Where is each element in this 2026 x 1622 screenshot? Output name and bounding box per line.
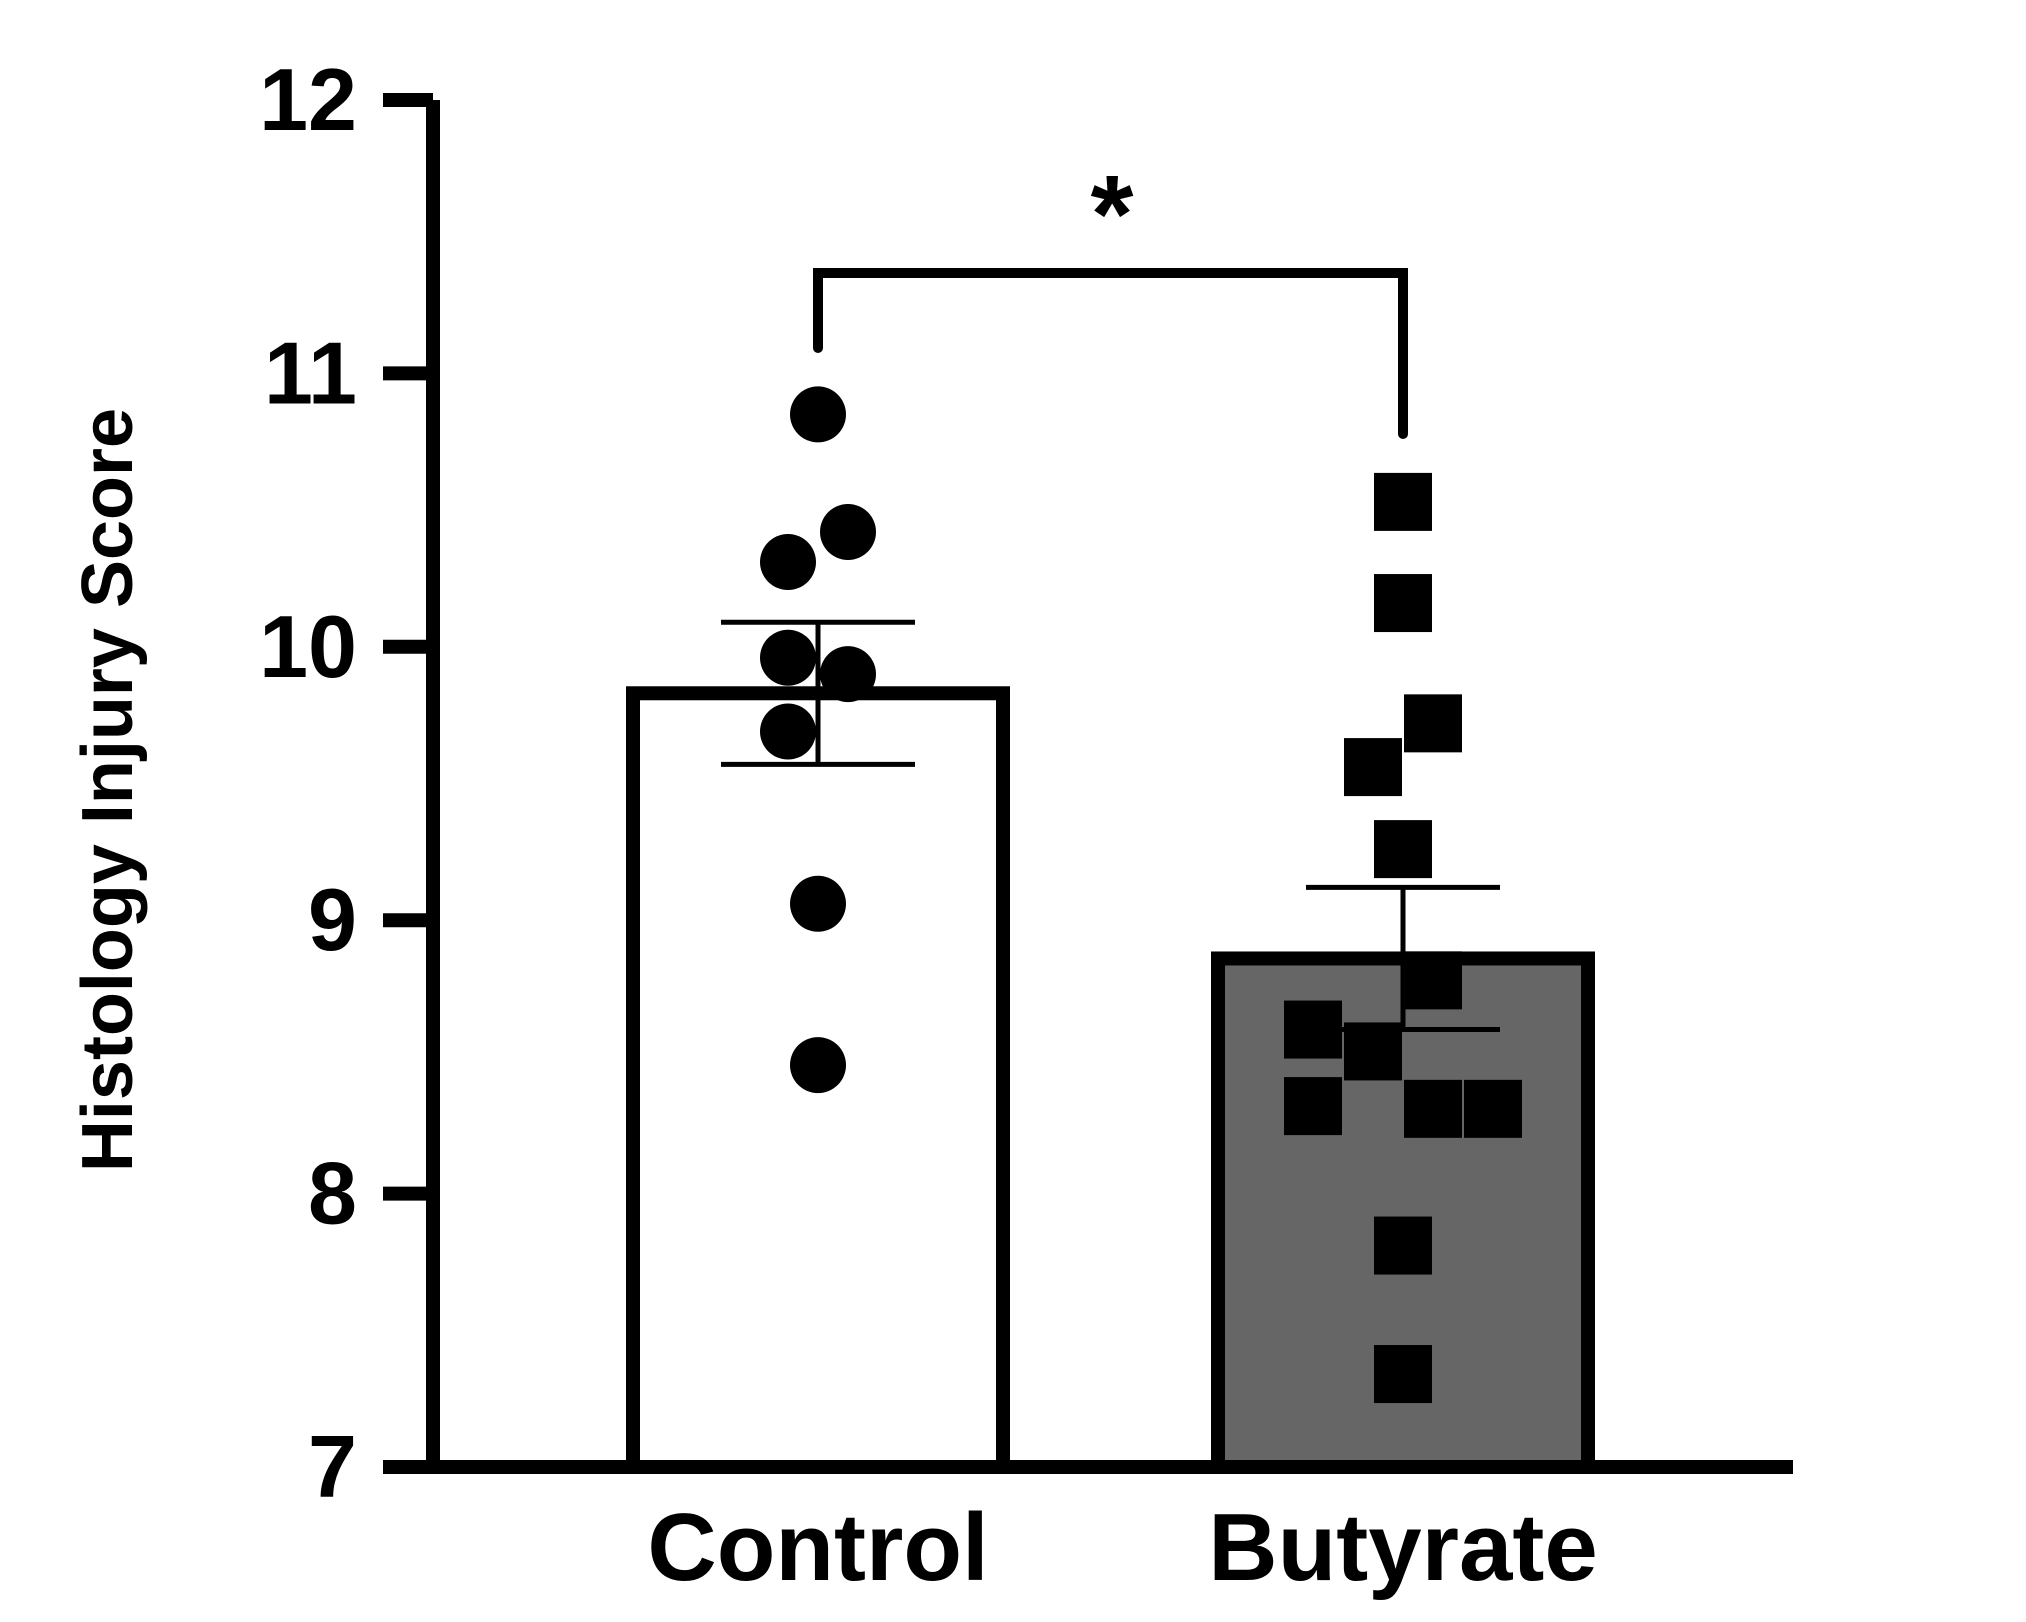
data-point-butyrate	[1464, 1079, 1522, 1138]
significance-bracket	[813, 268, 1408, 439]
data-point-control	[760, 629, 816, 686]
data-point-butyrate	[1374, 820, 1432, 879]
y-axis-label: Histology Injury Score	[68, 408, 148, 1172]
y-tick-label: 11	[264, 323, 357, 422]
data-point-butyrate	[1344, 1022, 1402, 1081]
data-point-control	[760, 703, 816, 760]
data-point-butyrate	[1374, 1345, 1432, 1404]
y-tick-label: 10	[259, 597, 357, 696]
x-tick-label: Control	[647, 1494, 988, 1601]
data-point-control	[790, 1037, 846, 1094]
data-point-butyrate	[1284, 1077, 1342, 1136]
significance-asterisk: *	[1091, 153, 1134, 276]
data-point-control	[790, 875, 846, 932]
data-point-butyrate	[1374, 472, 1432, 531]
data-point-control	[790, 386, 846, 443]
y-tick-label: 12	[259, 50, 357, 149]
data-point-butyrate	[1404, 951, 1462, 1010]
data-point-control	[820, 646, 876, 703]
data-point-butyrate	[1374, 574, 1432, 633]
data-point-butyrate	[1374, 1216, 1432, 1275]
y-tick-label: 8	[308, 1144, 357, 1243]
data-point-butyrate	[1404, 1079, 1462, 1138]
data-point-control	[820, 503, 876, 560]
y-tick-label: 9	[308, 870, 357, 969]
data-point-butyrate	[1344, 738, 1402, 797]
x-tick-label: Butyrate	[1208, 1494, 1597, 1601]
data-point-butyrate	[1404, 694, 1462, 753]
data-point-control	[760, 534, 816, 591]
data-point-butyrate	[1284, 1000, 1342, 1059]
y-tick-label: 7	[308, 1417, 357, 1516]
